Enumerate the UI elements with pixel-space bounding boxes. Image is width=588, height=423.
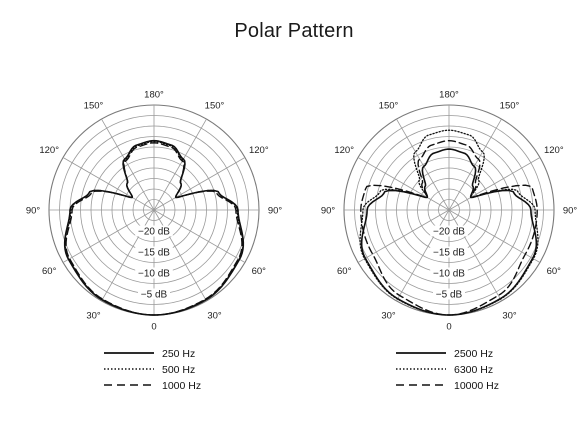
angle-label: 30°	[207, 310, 222, 321]
angle-label: 120°	[544, 145, 564, 156]
angle-label: 180°	[439, 90, 459, 101]
angle-label: 120°	[39, 145, 59, 156]
angle-label: 30°	[86, 310, 101, 321]
angle-label: 90°	[321, 206, 336, 217]
angle-label: 150°	[379, 101, 399, 112]
legend-label: 1000 Hz	[162, 380, 201, 392]
angle-label: 90°	[268, 206, 283, 217]
legend-label: 10000 Hz	[454, 380, 499, 392]
db-label: −5 dB	[436, 290, 463, 301]
angle-label: 30°	[502, 310, 517, 321]
angle-label: 0	[446, 322, 451, 333]
legend-label: 2500 Hz	[454, 348, 493, 360]
angle-label: 150°	[205, 101, 225, 112]
db-label: −5 dB	[141, 290, 168, 301]
angle-label: 60°	[337, 266, 352, 277]
angle-label: 60°	[547, 266, 562, 277]
legend: 2500 Hz 6300 Hz 10000 Hz	[396, 348, 499, 392]
angle-label: 90°	[26, 206, 41, 217]
db-label: −10 dB	[433, 269, 465, 280]
db-label: −10 dB	[138, 269, 170, 280]
polar-chart-1: 0 30° 60° 90° 120° 150° 180° 150° 120° 90° 60° 30° −…	[26, 90, 283, 393]
db-label: −20 dB	[433, 227, 465, 238]
db-label: −15 dB	[433, 248, 465, 259]
angle-label: 120°	[249, 145, 269, 156]
legend-label: 500 Hz	[162, 364, 195, 376]
angle-label: 60°	[42, 266, 57, 277]
polar-chart-2: 0 30° 60° 90° 120° 150° 180° 150° 120° 90° 60° 30° −…	[321, 90, 578, 393]
angle-label: 150°	[84, 101, 104, 112]
legend: 250 Hz 500 Hz 1000 Hz	[104, 348, 201, 392]
angle-label: 30°	[381, 310, 396, 321]
angle-label: 180°	[144, 90, 164, 101]
db-label: −20 dB	[138, 227, 170, 238]
angle-label: 90°	[563, 206, 578, 217]
angle-label: 150°	[500, 101, 520, 112]
angle-label: 120°	[334, 145, 354, 156]
angle-label: 60°	[252, 266, 267, 277]
legend-label: 6300 Hz	[454, 364, 493, 376]
legend-label: 250 Hz	[162, 348, 195, 360]
db-label: −15 dB	[138, 248, 170, 259]
angle-label: 0	[151, 322, 156, 333]
